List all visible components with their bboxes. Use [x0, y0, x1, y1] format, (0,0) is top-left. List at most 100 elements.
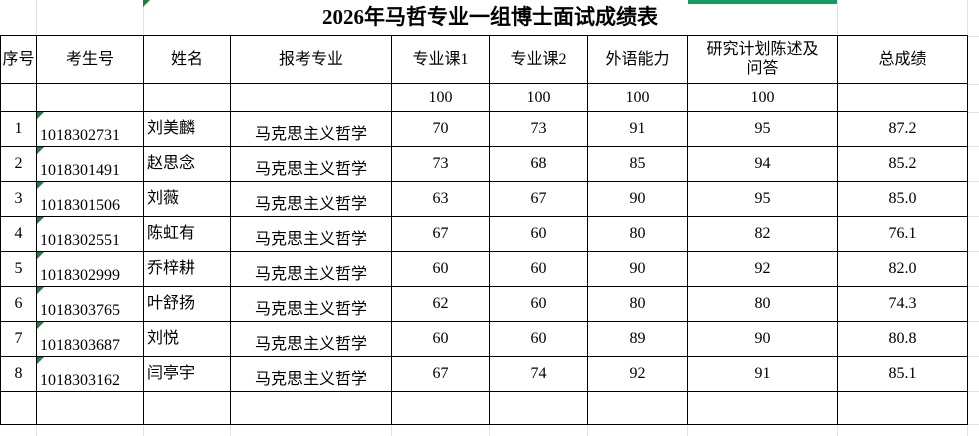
cell-course2[interactable]: 67 [489, 181, 588, 217]
cell-total[interactable]: 87.2 [837, 111, 968, 147]
cell-course1[interactable]: 60 [391, 251, 490, 287]
cell-major[interactable]: 马克思主义哲学 [230, 181, 392, 217]
cell-seq[interactable]: 8 [0, 356, 37, 392]
cell-empty[interactable] [36, 391, 144, 425]
cell-empty[interactable] [687, 391, 838, 425]
cell-candidate-id[interactable]: 1018302999 [36, 251, 144, 287]
col-header-total[interactable]: 总成绩 [837, 35, 968, 84]
cell-course2[interactable]: 68 [489, 146, 588, 182]
col-header-candidate-id[interactable]: 考生号 [36, 35, 144, 84]
cell-candidate-id[interactable]: 1018302731 [36, 111, 144, 147]
cell-seq[interactable]: 4 [0, 216, 37, 252]
cell-max-foreign[interactable]: 100 [587, 83, 688, 112]
col-header-name[interactable]: 姓名 [143, 35, 231, 84]
cell-name[interactable]: 叶舒扬 [143, 286, 231, 322]
cell-max-research[interactable]: 100 [687, 83, 838, 112]
cell-name[interactable]: 闫亭宇 [143, 356, 231, 392]
cell-foreign[interactable]: 91 [587, 111, 688, 147]
cell-empty[interactable] [36, 83, 144, 112]
cell-research[interactable]: 92 [687, 251, 838, 287]
cell-seq[interactable]: 5 [0, 251, 37, 287]
cell-course1[interactable]: 67 [391, 216, 490, 252]
cell-research[interactable]: 94 [687, 146, 838, 182]
cell-max-course2[interactable]: 100 [489, 83, 588, 112]
cell-total[interactable]: 74.3 [837, 286, 968, 322]
cell-name[interactable]: 赵思念 [143, 146, 231, 182]
cell-major[interactable]: 马克思主义哲学 [230, 146, 392, 182]
col-header-foreign-language[interactable]: 外语能力 [587, 35, 688, 84]
cell-total[interactable]: 82.0 [837, 251, 968, 287]
cell-empty[interactable] [230, 391, 392, 425]
cell-seq[interactable]: 2 [0, 146, 37, 182]
cell-course2[interactable]: 60 [489, 321, 588, 357]
cell-foreign[interactable]: 90 [587, 251, 688, 287]
cell-candidate-id[interactable]: 1018301491 [36, 146, 144, 182]
col-header-course2[interactable]: 专业课2 [489, 35, 588, 84]
col-header-seq[interactable]: 序号 [0, 35, 37, 84]
cell-candidate-id[interactable]: 1018303162 [36, 356, 144, 392]
cell-foreign[interactable]: 92 [587, 356, 688, 392]
cell-foreign[interactable]: 80 [587, 286, 688, 322]
cell-name[interactable]: 刘悦 [143, 321, 231, 357]
cell-foreign[interactable]: 89 [587, 321, 688, 357]
cell-course1[interactable]: 67 [391, 356, 490, 392]
cell-total[interactable]: 80.8 [837, 321, 968, 357]
cell-major[interactable]: 马克思主义哲学 [230, 286, 392, 322]
cell-seq[interactable]: 7 [0, 321, 37, 357]
cell-research[interactable]: 90 [687, 321, 838, 357]
cell-empty[interactable] [489, 391, 588, 425]
cell-major[interactable]: 马克思主义哲学 [230, 216, 392, 252]
cell-research[interactable]: 95 [687, 111, 838, 147]
cell-course2[interactable]: 60 [489, 286, 588, 322]
cell-candidate-id[interactable]: 1018303687 [36, 321, 144, 357]
cell-total[interactable]: 76.1 [837, 216, 968, 252]
cell-total[interactable]: 85.1 [837, 356, 968, 392]
cell-total[interactable]: 85.0 [837, 181, 968, 217]
cell-course2[interactable]: 74 [489, 356, 588, 392]
cell-research[interactable]: 82 [687, 216, 838, 252]
cell-course1[interactable]: 62 [391, 286, 490, 322]
cell-name[interactable]: 刘美麟 [143, 111, 231, 147]
cell-course2[interactable]: 60 [489, 251, 588, 287]
cell-name[interactable]: 刘薇 [143, 181, 231, 217]
cell-total[interactable]: 85.2 [837, 146, 968, 182]
col-header-research-plan[interactable]: 研究计划陈述及问答 [687, 35, 838, 84]
cell-empty[interactable] [0, 83, 37, 112]
cell-major[interactable]: 马克思主义哲学 [230, 251, 392, 287]
cell-max-course1[interactable]: 100 [391, 83, 490, 112]
cell-empty[interactable] [837, 391, 968, 425]
cell-research[interactable]: 95 [687, 181, 838, 217]
cell-major[interactable]: 马克思主义哲学 [230, 356, 392, 392]
cell-candidate-id[interactable]: 1018302551 [36, 216, 144, 252]
cell-candidate-id[interactable]: 1018303765 [36, 286, 144, 322]
cell-major[interactable]: 马克思主义哲学 [230, 321, 392, 357]
cell-empty[interactable] [143, 391, 231, 425]
cell-empty[interactable] [143, 83, 231, 112]
cell-foreign[interactable]: 85 [587, 146, 688, 182]
cell-research[interactable]: 80 [687, 286, 838, 322]
cell-empty[interactable] [230, 83, 392, 112]
col-header-major[interactable]: 报考专业 [230, 35, 392, 84]
cell-course1[interactable]: 63 [391, 181, 490, 217]
cell-seq[interactable]: 6 [0, 286, 37, 322]
cell-foreign[interactable]: 90 [587, 181, 688, 217]
cell-course1[interactable]: 73 [391, 146, 490, 182]
cell-course2[interactable]: 60 [489, 216, 588, 252]
cell-name[interactable]: 陈虹有 [143, 216, 231, 252]
cell-empty[interactable] [391, 391, 490, 425]
cell-empty[interactable] [587, 391, 688, 425]
sheet-title-cell[interactable]: 2026年马哲专业一组博士面试成绩表 [143, 0, 837, 35]
cell-course1[interactable]: 70 [391, 111, 490, 147]
cell-empty[interactable] [837, 83, 968, 112]
cell-foreign[interactable]: 80 [587, 216, 688, 252]
cell-major[interactable]: 马克思主义哲学 [230, 111, 392, 147]
cell-seq[interactable]: 1 [0, 111, 37, 147]
cell-course1[interactable]: 60 [391, 321, 490, 357]
cell-research[interactable]: 91 [687, 356, 838, 392]
cell-course2[interactable]: 73 [489, 111, 588, 147]
col-header-course1[interactable]: 专业课1 [391, 35, 490, 84]
cell-candidate-id[interactable]: 1018301506 [36, 181, 144, 217]
cell-empty[interactable] [0, 391, 37, 425]
cell-seq[interactable]: 3 [0, 181, 37, 217]
cell-name[interactable]: 乔梓耕 [143, 251, 231, 287]
